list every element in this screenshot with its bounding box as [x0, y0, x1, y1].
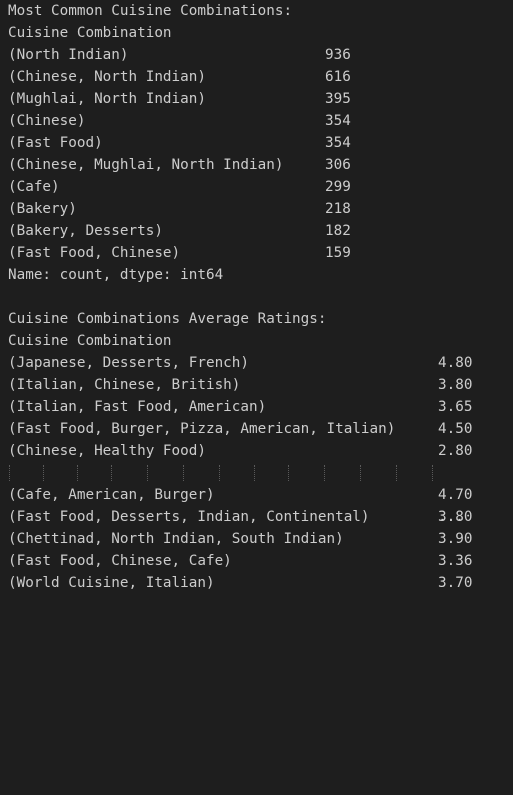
- output-row: (Chinese, North Indian) 616: [8, 69, 351, 85]
- indent-guide: [183, 465, 184, 481]
- indent-guide: [111, 465, 112, 481]
- section-heading: Cuisine Combinations Average Ratings:: [8, 311, 327, 327]
- index-name: Cuisine Combination: [8, 25, 172, 41]
- output-row: (North Indian) 936: [8, 47, 351, 63]
- output-row: (Fast Food) 354: [8, 135, 351, 151]
- index-name: Cuisine Combination: [8, 333, 172, 349]
- indent-guide: [77, 465, 78, 481]
- output-row: (Chettinad, North Indian, South Indian) 3…: [8, 531, 473, 547]
- output-row: (Chinese, Healthy Food) 2.80: [8, 443, 473, 459]
- output-row: (Italian, Chinese, British) 3.80: [8, 377, 473, 393]
- output-row: (Fast Food, Chinese, Cafe) 3.36: [8, 553, 473, 569]
- cell-output: Most Common Cuisine Combinations: Cuisin…: [8, 0, 513, 594]
- indent-guide: [324, 465, 325, 481]
- blank-line: [8, 286, 513, 308]
- output-row: (Japanese, Desserts, French) 4.80: [8, 355, 473, 371]
- indent-guide: [147, 465, 148, 481]
- indent-guide: [219, 465, 220, 481]
- output-row: (Mughlai, North Indian) 395: [8, 91, 351, 107]
- output-row: (Fast Food, Chinese) 159: [8, 245, 351, 261]
- indent-guide: [396, 465, 397, 481]
- indent-guide: [288, 465, 289, 481]
- output-row: (Bakery, Desserts) 182: [8, 223, 351, 239]
- output-row: (Fast Food, Desserts, Indian, Continenta…: [8, 509, 473, 525]
- section-heading: Most Common Cuisine Combinations:: [8, 3, 293, 19]
- output-row: (Chinese, Mughlai, North Indian) 306: [8, 157, 351, 173]
- output-row: (Italian, Fast Food, American) 3.65: [8, 399, 473, 415]
- output-row: (Chinese) 354: [8, 113, 351, 129]
- indent-guide: [9, 465, 10, 481]
- output-row: (Cafe) 299: [8, 179, 351, 195]
- dtype-footer: Name: count, dtype: int64: [8, 267, 224, 283]
- output-row: (Bakery) 218: [8, 201, 351, 217]
- ellipsis-row: ...: [8, 462, 513, 525]
- indent-guides: [8, 465, 513, 481]
- output-row: (Fast Food, Burger, Pizza, American, Ita…: [8, 421, 473, 437]
- indent-guide: [360, 465, 361, 481]
- output-row: (Cafe, American, Burger) 4.70: [8, 487, 473, 503]
- indent-guide: [43, 465, 44, 481]
- output-row: (World Cuisine, Italian) 3.70: [8, 575, 473, 591]
- indent-guide: [432, 465, 433, 481]
- indent-guide: [254, 465, 255, 481]
